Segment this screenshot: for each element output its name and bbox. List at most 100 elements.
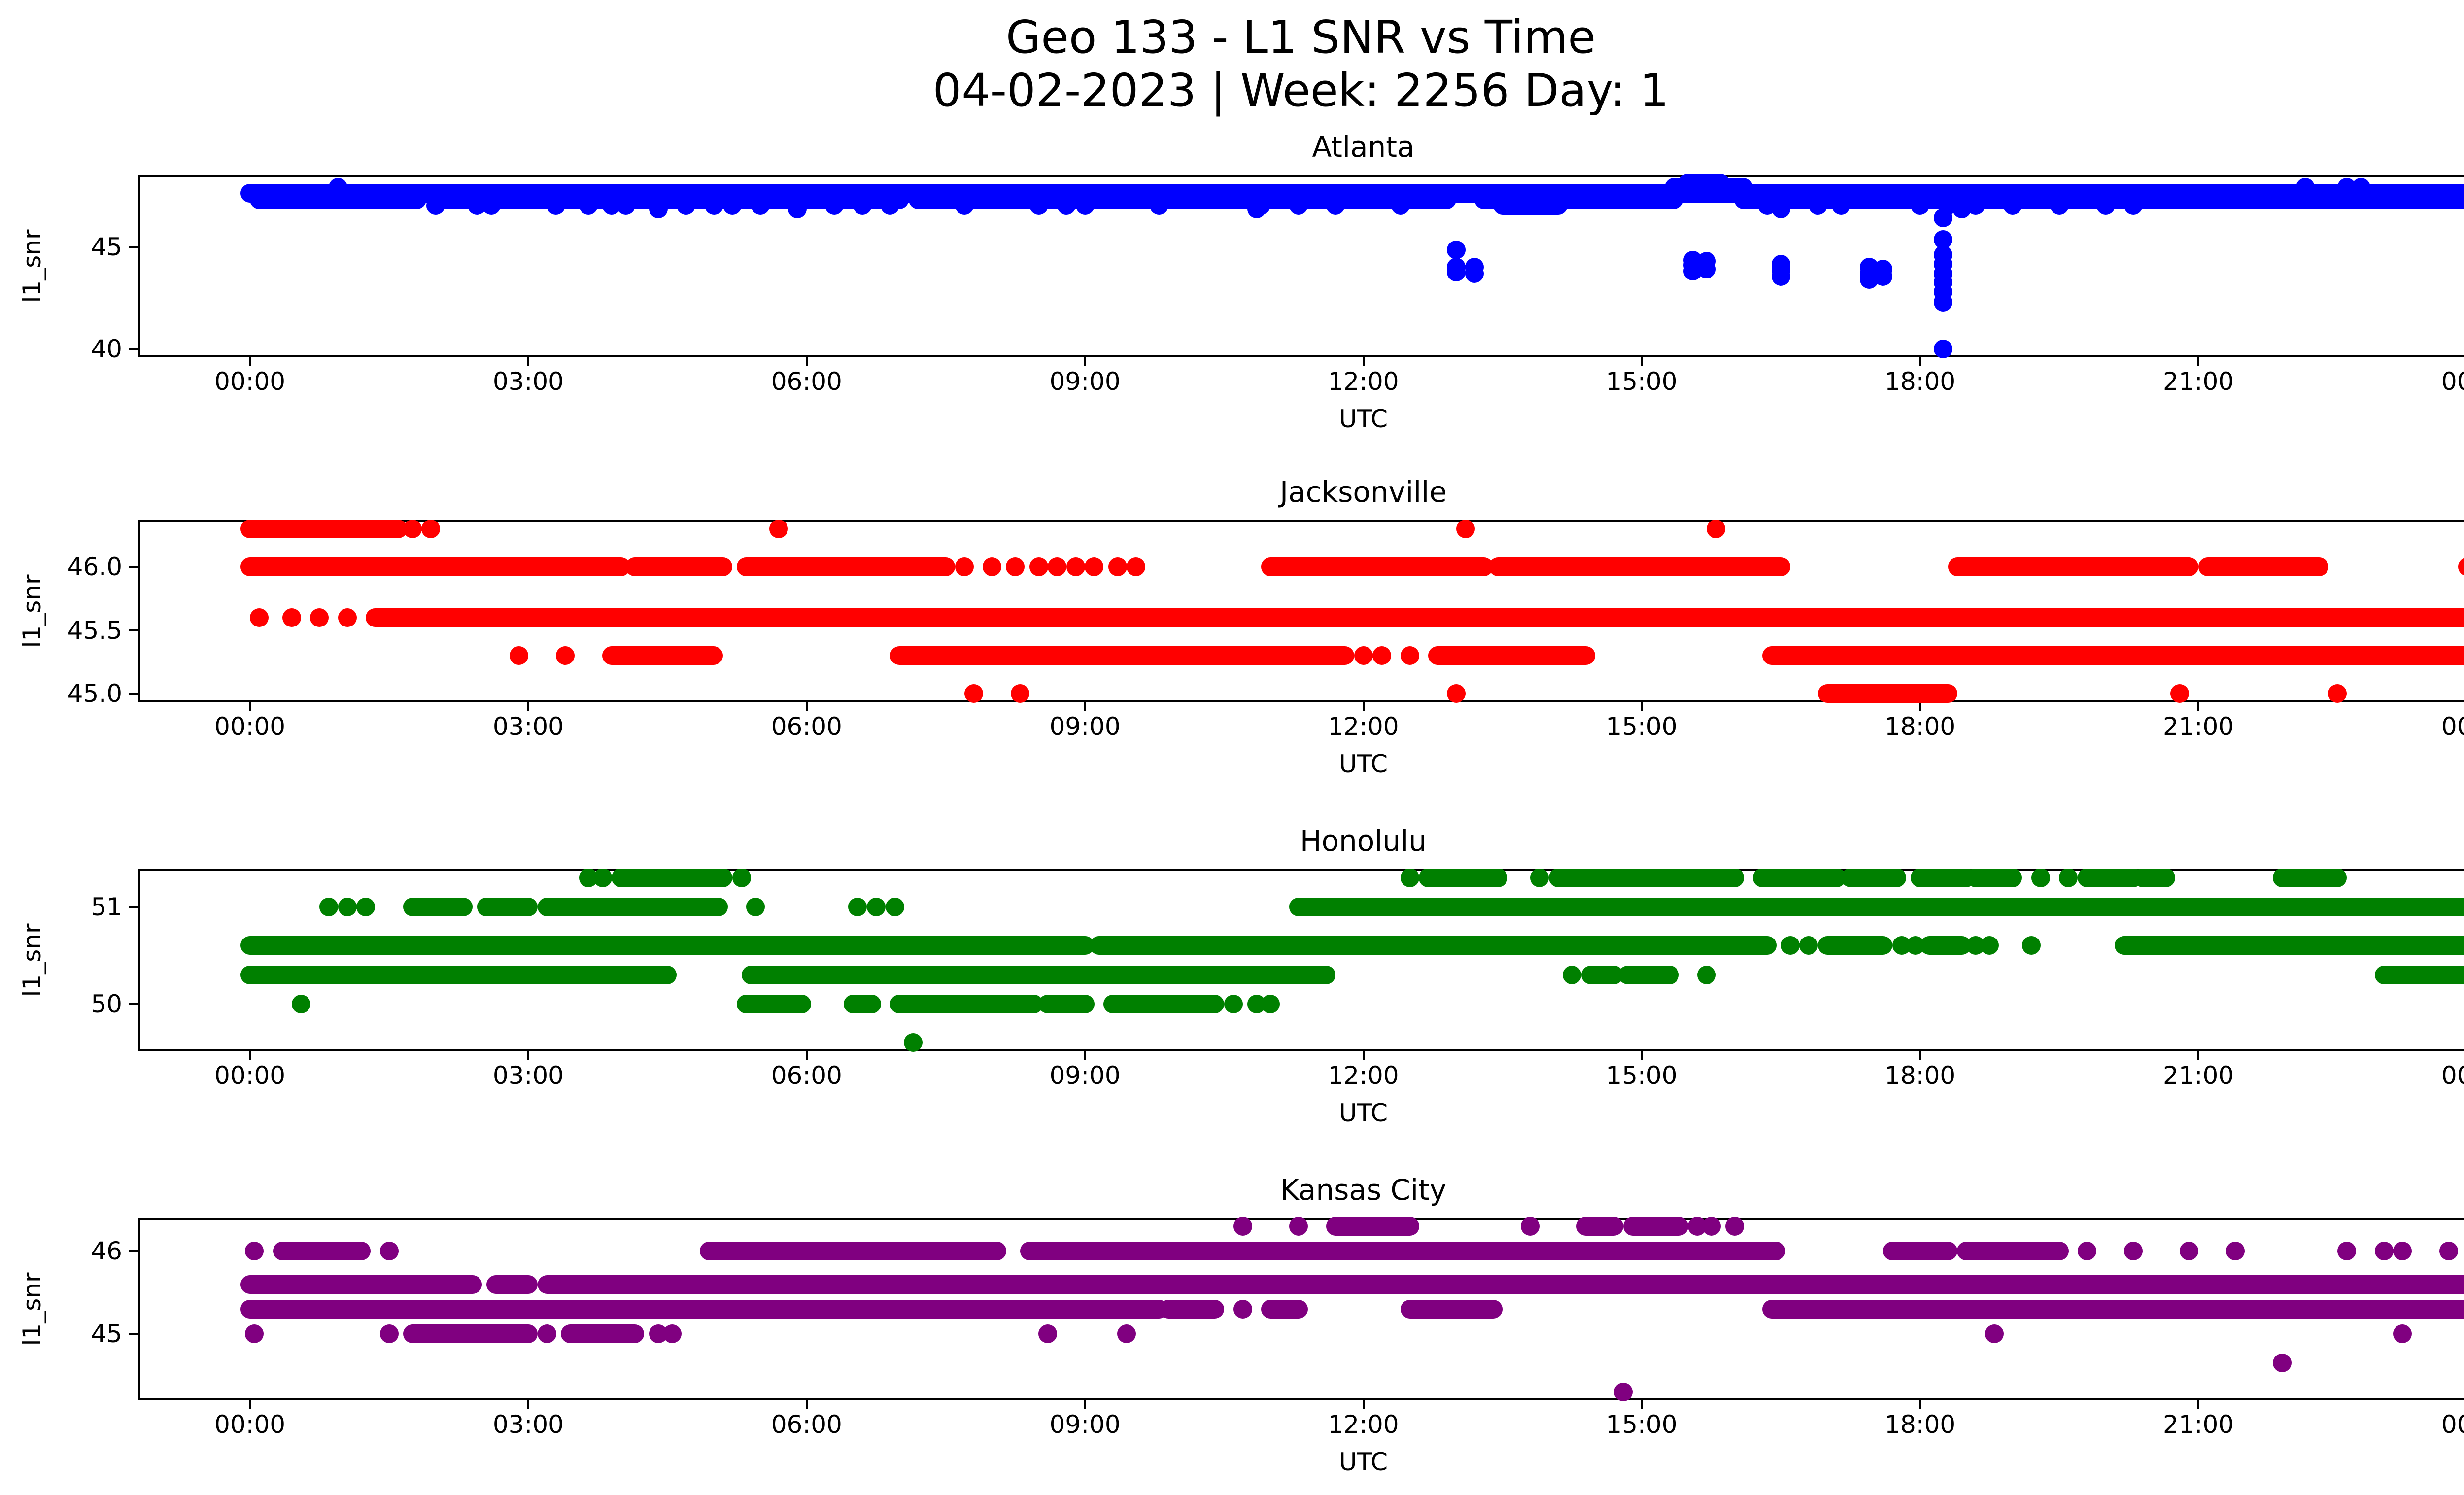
x-tick-label-honolulu: 00:00 xyxy=(214,1061,286,1090)
y-tick-jacksonville xyxy=(129,566,138,568)
x-tick-label-kansas-city: 18:00 xyxy=(1884,1410,1956,1439)
scatter-point-atlanta xyxy=(1771,199,1790,218)
x-tick-honolulu xyxy=(2197,1051,2200,1060)
scatter-run-atlanta xyxy=(249,190,426,209)
y-tick-label-honolulu: 51 xyxy=(91,892,122,921)
scatter-point-honolulu xyxy=(2059,868,2078,887)
x-tick-label-jacksonville: 12:00 xyxy=(1328,712,1399,741)
scatter-point-honolulu xyxy=(904,1033,923,1052)
scatter-point-jacksonville xyxy=(1108,557,1127,577)
y-tick-label-honolulu: 50 xyxy=(91,989,122,1018)
scatter-run-honolulu xyxy=(240,965,677,984)
scatter-point-jacksonville xyxy=(403,519,422,538)
scatter-run-kansas-city xyxy=(1882,1242,1957,1261)
scatter-run-jacksonville xyxy=(1488,557,1790,577)
scatter-point-honolulu xyxy=(1530,868,1549,887)
y-tick-label-jacksonville: 46.0 xyxy=(67,553,122,582)
scatter-point-jacksonville xyxy=(1066,557,1085,577)
scatter-point-kansas-city xyxy=(2393,1242,2412,1261)
scatter-point-atlanta xyxy=(1771,267,1790,286)
x-axis-label-honolulu: UTC xyxy=(1338,1099,1388,1127)
scatter-run-kansas-city xyxy=(1020,1242,1786,1261)
scatter-point-atlanta xyxy=(1809,196,1828,215)
y-tick-label-jacksonville: 45.0 xyxy=(67,679,122,708)
scatter-point-atlanta xyxy=(853,196,872,215)
y-tick-atlanta xyxy=(129,245,138,248)
x-tick-label-jacksonville: 06:00 xyxy=(771,712,842,741)
scatter-point-honolulu xyxy=(319,897,339,916)
scatter-point-kansas-city xyxy=(2337,1242,2357,1261)
scatter-point-kansas-city xyxy=(2393,1324,2412,1344)
x-tick-kansas-city xyxy=(1362,1400,1365,1409)
x-tick-label-atlanta: 21:00 xyxy=(2163,367,2234,396)
scatter-point-atlanta xyxy=(2096,196,2115,215)
scatter-point-atlanta xyxy=(825,196,844,215)
scatter-run-jacksonville xyxy=(602,646,723,665)
scatter-point-atlanta xyxy=(1697,260,1716,279)
scatter-run-jacksonville xyxy=(1817,684,1957,703)
y-tick-label-kansas-city: 46 xyxy=(91,1237,122,1266)
x-tick-label-honolulu: 06:00 xyxy=(771,1061,842,1090)
scatter-run-kansas-city xyxy=(700,1242,1006,1261)
x-tick-atlanta xyxy=(805,357,808,366)
scatter-run-honolulu xyxy=(1419,868,1507,887)
scatter-run-honolulu xyxy=(1966,868,2022,887)
scatter-run-honolulu xyxy=(1817,936,1892,955)
scatter-point-jacksonville xyxy=(1354,646,1373,665)
scatter-point-atlanta xyxy=(616,196,635,215)
scatter-run-jacksonville xyxy=(2198,557,2328,577)
scatter-point-atlanta xyxy=(1446,263,1466,282)
scatter-point-honolulu xyxy=(1980,936,1999,955)
scatter-point-honolulu xyxy=(291,994,310,1013)
scatter-run-atlanta xyxy=(908,190,1456,209)
scatter-point-kansas-city xyxy=(1702,1217,1721,1236)
scatter-point-atlanta xyxy=(1075,196,1095,215)
scatter-point-kansas-city xyxy=(1725,1217,1744,1236)
scatter-run-kansas-city xyxy=(273,1242,371,1261)
scatter-run-kansas-city xyxy=(403,1324,538,1344)
scatter-point-jacksonville xyxy=(1372,646,1392,665)
x-tick-honolulu xyxy=(527,1051,529,1060)
scatter-point-jacksonville xyxy=(510,646,529,665)
scatter-point-jacksonville xyxy=(338,608,357,627)
x-tick-label-honolulu: 09:00 xyxy=(1049,1061,1121,1090)
scatter-point-atlanta xyxy=(1057,196,1076,215)
scatter-point-jacksonville xyxy=(1706,519,1725,538)
scatter-run-kansas-city xyxy=(1762,1300,2464,1319)
scatter-run-jacksonville xyxy=(366,608,2464,627)
scatter-point-jacksonville xyxy=(1456,519,1475,538)
scatter-point-kansas-city xyxy=(1289,1217,1308,1236)
scatter-point-kansas-city xyxy=(537,1324,556,1344)
scatter-run-honolulu xyxy=(1103,994,1225,1013)
x-tick-label-atlanta: 12:00 xyxy=(1328,367,1399,396)
plot-area-honolulu xyxy=(138,869,2464,1051)
x-tick-label-jacksonville: 03:00 xyxy=(492,712,564,741)
scatter-point-atlanta xyxy=(1934,209,1953,228)
scatter-point-kansas-city xyxy=(1117,1324,1136,1344)
x-tick-label-honolulu: 15:00 xyxy=(1606,1061,1677,1090)
scatter-point-atlanta xyxy=(723,196,742,215)
x-tick-kansas-city xyxy=(1641,1400,1643,1409)
scatter-point-jacksonville xyxy=(1010,684,1029,703)
scatter-point-atlanta xyxy=(1029,196,1048,215)
scatter-point-atlanta xyxy=(751,196,770,215)
x-tick-jacksonville xyxy=(1919,702,1921,711)
scatter-run-honolulu xyxy=(1920,936,1971,955)
scatter-run-kansas-city xyxy=(1261,1300,1308,1319)
scatter-run-honolulu xyxy=(741,965,1336,984)
x-tick-honolulu xyxy=(1641,1051,1643,1060)
scatter-point-kansas-city xyxy=(379,1324,399,1344)
scatter-point-honolulu xyxy=(1563,965,1582,984)
scatter-run-kansas-city xyxy=(1576,1217,1623,1236)
scatter-point-atlanta xyxy=(1326,196,1345,215)
x-tick-label-kansas-city: 03:00 xyxy=(492,1410,564,1439)
scatter-point-atlanta xyxy=(426,196,445,215)
scatter-point-atlanta xyxy=(1873,267,1892,286)
scatter-run-honolulu xyxy=(890,994,1044,1013)
x-tick-atlanta xyxy=(1362,357,1365,366)
scatter-run-honolulu xyxy=(612,868,733,887)
scatter-run-kansas-city xyxy=(1326,1217,1419,1236)
scatter-point-jacksonville xyxy=(2458,557,2464,577)
scatter-point-atlanta xyxy=(955,196,974,215)
